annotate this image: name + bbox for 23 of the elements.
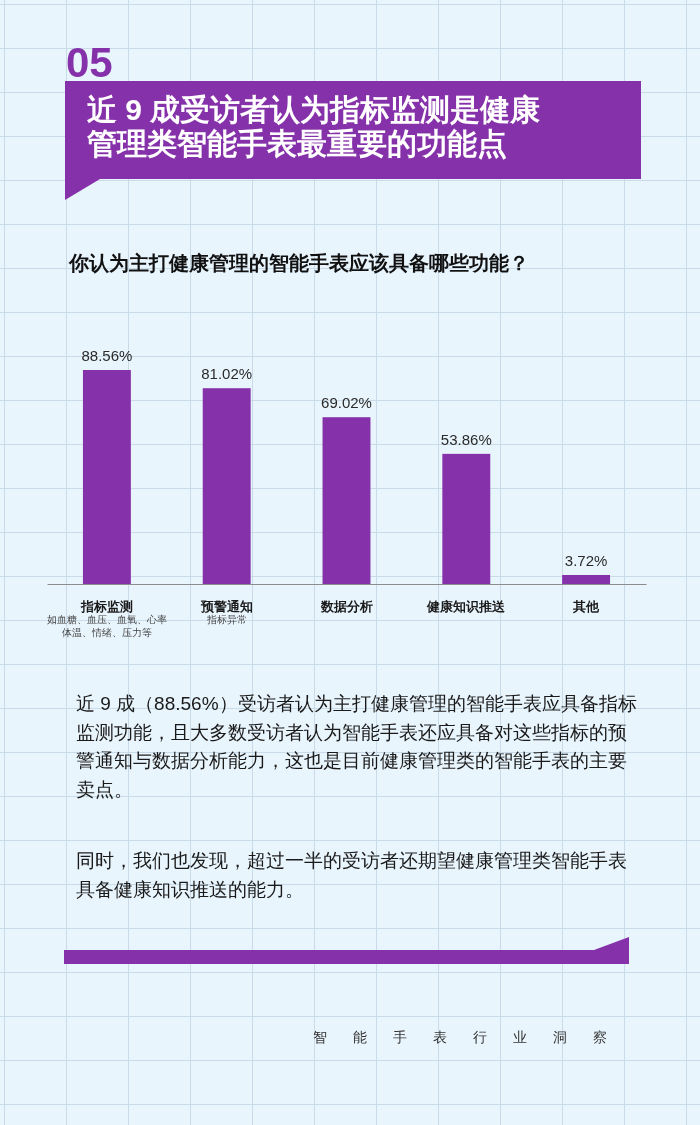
bar — [442, 453, 491, 584]
bar — [322, 417, 371, 584]
data-label: 53.86% — [440, 430, 492, 448]
data-label: 3.72% — [564, 552, 608, 570]
text: 近 9 成（88.56%）受访者认为主打健康管理的智能手表应具备指标监测功能，且大多数受访者认为智能手表还应具备对这些指标的预警通知与数据分析能力，这也是目前健康管理类的智能手表的主要卖点。 — [76, 692, 638, 802]
data-label: 81.02% — [201, 365, 253, 383]
data-label: 88.56% — [81, 347, 133, 364]
data-label: 69.02% — [321, 394, 372, 412]
bar — [562, 575, 611, 584]
x-tick-label: 数据分析 — [319, 599, 373, 614]
x-tick-label: 指标监测 — [79, 599, 133, 614]
x-tick-label: 预警通知 — [199, 599, 253, 614]
text: 如血糖、血压、血氧、心率体温、情绪、压力等 — [45, 613, 168, 639]
text: 指标异常 — [206, 614, 247, 625]
bar — [82, 370, 131, 584]
x-tick-label: 其他 — [572, 599, 601, 614]
text: 智能手表行业洞察 — [313, 1028, 633, 1046]
x-tick-label: 健康知识推送 — [426, 599, 507, 614]
chart-subtitle: 你认为主打健康管理的智能手表应该具备哪些功能？ — [69, 251, 530, 276]
chart-title: 近 9 成受访者认为指标监测是健康管理类智能手表最重要的功能点 — [87, 93, 542, 161]
text: 05 — [66, 39, 113, 86]
bar — [202, 388, 251, 584]
text: 同时，我们也发现，超过一半的受访者还期望健康管理类智能手表具备健康知识推送的能力。 — [76, 849, 628, 902]
